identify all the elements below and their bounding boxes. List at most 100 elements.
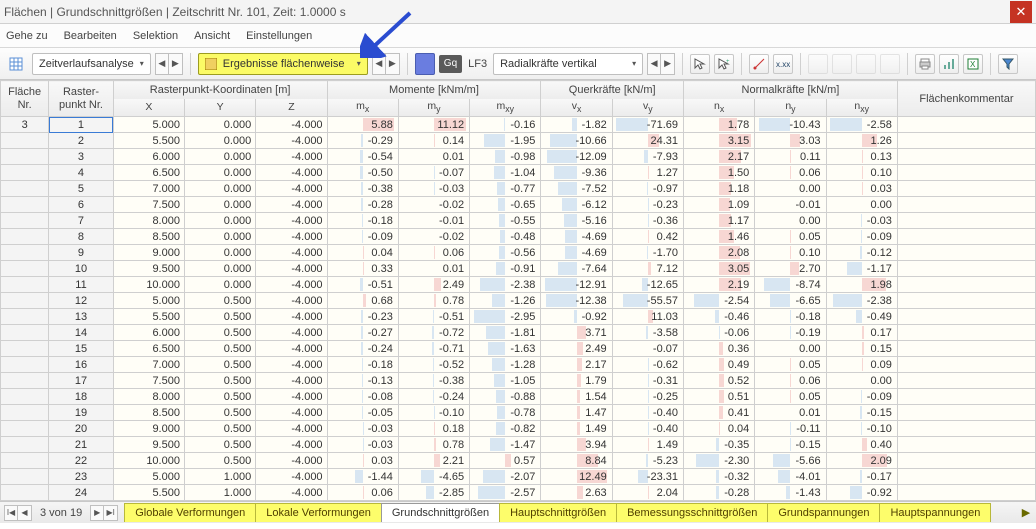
coord-cell[interactable]: -4.000 (256, 165, 327, 181)
value-cell[interactable]: 1.49 (612, 437, 683, 453)
value-cell[interactable]: -0.12 (826, 245, 897, 261)
coord-cell[interactable]: -4.000 (256, 229, 327, 245)
coord-cell[interactable]: -4.000 (256, 197, 327, 213)
value-cell[interactable]: 12.49 (541, 469, 612, 485)
tab-bemessungsschnittgr-en[interactable]: Bemessungsschnittgrößen (616, 503, 768, 522)
coord-cell[interactable]: 9.500 (113, 437, 184, 453)
value-cell[interactable]: -5.66 (755, 453, 826, 469)
value-cell[interactable]: -2.30 (684, 453, 755, 469)
value-cell[interactable]: 0.00 (755, 213, 826, 229)
value-cell[interactable]: 3.15 (684, 133, 755, 149)
coord-cell[interactable]: 0.000 (184, 245, 255, 261)
value-cell[interactable]: 2.17 (541, 357, 612, 373)
value-cell[interactable]: -1.82 (541, 117, 612, 133)
value-cell[interactable]: -0.88 (470, 389, 541, 405)
comment-cell[interactable] (897, 453, 1035, 469)
coord-cell[interactable]: 9.000 (113, 245, 184, 261)
menu-goto[interactable]: Gehe zu (6, 30, 48, 42)
coord-cell[interactable]: 9.500 (113, 261, 184, 277)
coord-cell[interactable]: -4.000 (256, 485, 327, 501)
value-cell[interactable]: 1.46 (684, 229, 755, 245)
value-cell[interactable]: 0.33 (327, 261, 398, 277)
value-cell[interactable]: -1.28 (470, 357, 541, 373)
rasterpunkt-cell[interactable]: 20 (49, 421, 113, 437)
value-cell[interactable]: -1.04 (470, 165, 541, 181)
layout2-icon[interactable] (832, 54, 852, 74)
value-cell[interactable]: -2.54 (684, 293, 755, 309)
value-cell[interactable]: -0.25 (612, 389, 683, 405)
coord-cell[interactable]: -4.000 (256, 437, 327, 453)
coord-cell[interactable]: 7.000 (113, 357, 184, 373)
color-toggle-icon[interactable] (415, 53, 435, 75)
value-cell[interactable]: -0.51 (398, 309, 469, 325)
value-cell[interactable]: 0.00 (755, 181, 826, 197)
value-cell[interactable]: -0.10 (398, 405, 469, 421)
value-cell[interactable]: 0.41 (684, 405, 755, 421)
value-cell[interactable]: -0.24 (398, 389, 469, 405)
analysis-next-button[interactable]: ▶ (169, 53, 183, 75)
value-cell[interactable]: 1.98 (826, 277, 897, 293)
value-cell[interactable]: -0.62 (612, 357, 683, 373)
select-icon[interactable] (690, 54, 710, 74)
value-cell[interactable]: -0.28 (327, 197, 398, 213)
value-cell[interactable]: -7.52 (541, 181, 612, 197)
load-prev-button[interactable]: ◀ (647, 53, 661, 75)
comment-cell[interactable] (897, 165, 1035, 181)
col-vx[interactable]: vx (541, 99, 612, 117)
value-cell[interactable]: 2.70 (755, 261, 826, 277)
value-cell[interactable]: -0.03 (327, 421, 398, 437)
value-cell[interactable]: -2.85 (398, 485, 469, 501)
layout3-icon[interactable] (856, 54, 876, 74)
coord-cell[interactable]: 0.000 (184, 149, 255, 165)
menu-settings[interactable]: Einstellungen (246, 30, 312, 42)
value-cell[interactable]: -1.70 (612, 245, 683, 261)
value-cell[interactable]: 24.31 (612, 133, 683, 149)
value-cell[interactable]: 0.00 (826, 373, 897, 389)
value-cell[interactable]: -0.29 (327, 133, 398, 149)
value-cell[interactable]: 0.06 (327, 485, 398, 501)
value-cell[interactable]: -0.51 (327, 277, 398, 293)
coord-cell[interactable]: 9.000 (113, 421, 184, 437)
comment-cell[interactable] (897, 469, 1035, 485)
rasterpunkt-cell[interactable]: 9 (49, 245, 113, 261)
value-cell[interactable]: -0.06 (684, 325, 755, 341)
value-cell[interactable]: -2.38 (470, 277, 541, 293)
value-cell[interactable]: 1.17 (684, 213, 755, 229)
value-cell[interactable]: -1.05 (470, 373, 541, 389)
value-cell[interactable]: -0.01 (755, 197, 826, 213)
value-cell[interactable]: 0.01 (398, 261, 469, 277)
value-cell[interactable]: -1.63 (470, 341, 541, 357)
comment-cell[interactable] (897, 309, 1035, 325)
rasterpunkt-cell[interactable]: 2 (49, 133, 113, 149)
value-cell[interactable]: 5.88 (327, 117, 398, 133)
value-cell[interactable]: -0.35 (684, 437, 755, 453)
value-cell[interactable]: 0.40 (826, 437, 897, 453)
measure-icon[interactable] (749, 54, 769, 74)
value-cell[interactable]: 0.04 (684, 421, 755, 437)
value-cell[interactable]: -55.57 (612, 293, 683, 309)
tab-globale-verformungen[interactable]: Globale Verformungen (124, 503, 256, 522)
load-dropdown[interactable]: Radialkräfte vertikal ▾ (493, 53, 643, 75)
value-cell[interactable]: -0.08 (327, 389, 398, 405)
value-cell[interactable]: 2.49 (398, 277, 469, 293)
coord-cell[interactable]: -4.000 (256, 357, 327, 373)
value-cell[interactable]: 0.06 (755, 165, 826, 181)
value-cell[interactable]: -0.92 (826, 485, 897, 501)
value-cell[interactable]: 0.78 (398, 293, 469, 309)
rasterpunkt-cell[interactable]: 7 (49, 213, 113, 229)
value-cell[interactable]: -10.43 (755, 117, 826, 133)
value-cell[interactable]: -0.03 (826, 213, 897, 229)
value-cell[interactable]: -2.07 (470, 469, 541, 485)
comment-cell[interactable] (897, 213, 1035, 229)
close-button[interactable]: ✕ (1010, 1, 1032, 23)
coord-cell[interactable]: 7.500 (113, 197, 184, 213)
menu-selection[interactable]: Selektion (133, 30, 178, 42)
rasterpunkt-cell[interactable]: 13 (49, 309, 113, 325)
comment-cell[interactable] (897, 197, 1035, 213)
value-cell[interactable]: 2.49 (541, 341, 612, 357)
value-cell[interactable]: -7.64 (541, 261, 612, 277)
print-icon[interactable] (915, 54, 935, 74)
value-cell[interactable]: -0.38 (327, 181, 398, 197)
coord-cell[interactable]: 8.000 (113, 213, 184, 229)
value-cell[interactable]: -0.11 (755, 421, 826, 437)
